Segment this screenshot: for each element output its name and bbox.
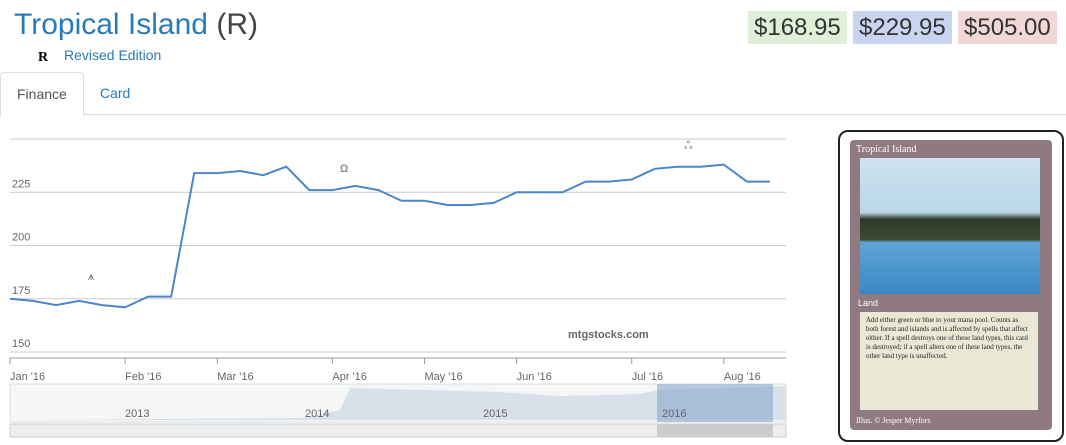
y-tick-label: 225 — [12, 178, 30, 190]
x-tick-label: Aug '16 — [724, 371, 761, 383]
x-tick-label: Feb '16 — [125, 371, 161, 383]
price-high: $505.00 — [958, 11, 1057, 44]
x-tick-label: May '16 — [424, 371, 462, 383]
card-frame: Tropical Island Land Add either green or… — [850, 140, 1052, 430]
watermark: mtgstocks.com — [568, 329, 649, 341]
y-tick-label: 150 — [12, 338, 30, 350]
scrollbar-thumb[interactable] — [657, 424, 773, 437]
card-rules: Add either green or blue to your mana po… — [860, 312, 1038, 410]
y-tick-label: 175 — [12, 285, 30, 297]
navigator-area — [10, 386, 786, 420]
tab[interactable]: Card — [100, 85, 131, 101]
navigator-window[interactable] — [657, 384, 773, 422]
event-icon: ⩚ — [88, 271, 94, 283]
rarity: (R) — [216, 8, 258, 41]
navigator-label: 2015 — [483, 408, 507, 420]
card-name: Tropical Island — [856, 144, 917, 155]
chart: ⩚ Ω ஃ 150 175 200 225 Jan '16 Feb '16 Mar '16 A… — [9, 138, 787, 438]
card-type: Land — [858, 298, 879, 308]
event-icon: Ω — [340, 163, 348, 175]
card-art — [860, 158, 1040, 294]
price-line — [9, 163, 770, 309]
navigator-label: 2014 — [305, 408, 329, 420]
scrollbar[interactable] — [9, 423, 787, 438]
tab-bar: Finance Card — [0, 72, 1066, 116]
card-image: Tropical Island Land Add either green or… — [838, 130, 1064, 442]
navigator-label: 2013 — [125, 408, 149, 420]
price-avg: $229.95 — [853, 11, 952, 44]
navigator-label: 2016 — [662, 408, 686, 420]
tab[interactable]: Finance — [0, 72, 84, 116]
card-title: Tropical Island (R) — [14, 8, 258, 42]
x-tick-label: Jul '16 — [632, 371, 663, 383]
x-tick-label: Apr '16 — [332, 371, 367, 383]
x-tick-label: Jan '16 — [10, 371, 45, 383]
y-tick-label: 200 — [12, 232, 30, 244]
title-text: Tropical Island — [14, 8, 208, 41]
price-low: $168.95 — [748, 11, 847, 44]
set-symbol: R — [38, 50, 49, 65]
set-name[interactable]: Revised Edition — [64, 47, 162, 63]
x-tick-label: Jun '16 — [517, 371, 552, 383]
event-icon: ஃ — [684, 140, 693, 152]
card-artist: Illus. © Jesper Myrfors — [856, 416, 931, 425]
x-tick-label: Mar '16 — [217, 371, 253, 383]
